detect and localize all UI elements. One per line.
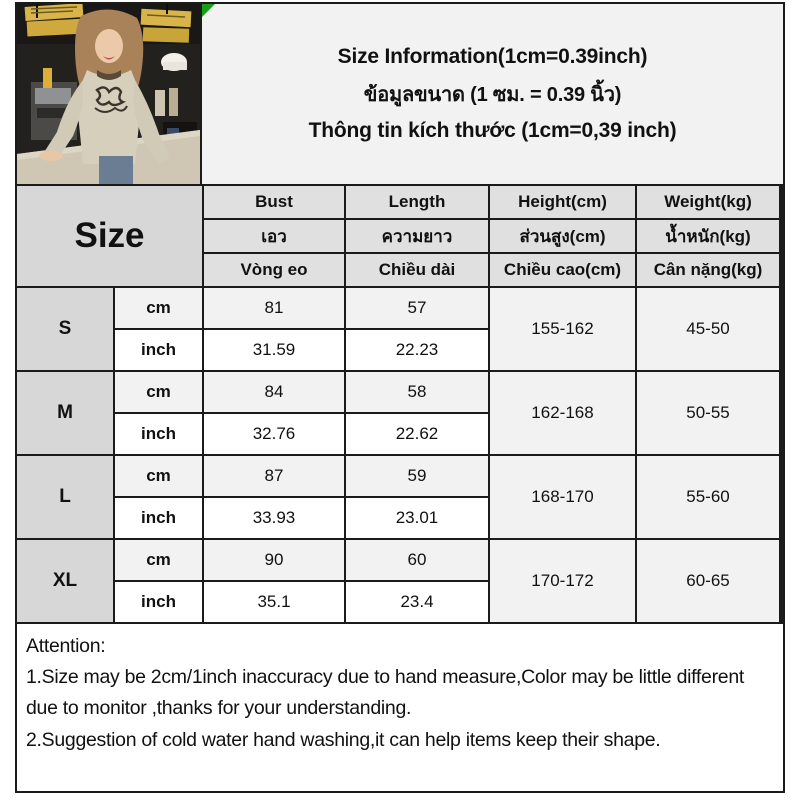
title-thai: ข้อมูลขนาด (1 ซม. = 0.39 นิ้ว) (363, 84, 622, 106)
height-range: 168-170 (490, 456, 635, 538)
header-bust-en: Bust (204, 186, 344, 218)
height-range: 170-172 (490, 540, 635, 622)
header-height-en: Height(cm) (490, 186, 635, 218)
unit-inch-label: inch (115, 498, 202, 538)
table-row-s: S cm 81 57 155-162 45-50 inch 31.59 22.2… (17, 288, 783, 370)
corner-flag-icon (202, 4, 215, 17)
header-weight-en: Weight(kg) (637, 186, 779, 218)
unit-cm-label: cm (115, 456, 202, 496)
title-block: Size Information(1cm=0.39inch) ข้อมูลขนา… (202, 4, 783, 184)
bust-inch-value: 31.59 (204, 330, 344, 370)
product-photo (17, 4, 200, 184)
table-row-l: L cm 87 59 168-170 55-60 inch 33.93 23.0… (17, 456, 783, 538)
product-photo-illustration (17, 4, 200, 184)
header-weight-th: น้ำหนัก(kg) (637, 220, 779, 252)
bust-cm-value: 87 (204, 456, 344, 496)
top-section: Size Information(1cm=0.39inch) ข้อมูลขนา… (17, 4, 783, 184)
length-inch-value: 23.01 (346, 498, 488, 538)
bust-cm-value: 81 (204, 288, 344, 328)
length-cm-value: 60 (346, 540, 488, 580)
header-bust-vi: Vòng eo (204, 254, 344, 286)
attention-notes: Attention: 1.Size may be 2cm/1inch inacc… (17, 624, 783, 791)
size-chart-sheet: Size Information(1cm=0.39inch) ข้อมูลขนา… (15, 2, 785, 793)
unit-inch-label: inch (115, 582, 202, 622)
bust-cm-value: 84 (204, 372, 344, 412)
bust-cm-value: 90 (204, 540, 344, 580)
attention-heading: Attention: (26, 635, 106, 657)
height-range: 162-168 (490, 372, 635, 454)
unit-cm-label: cm (115, 372, 202, 412)
unit-inch-label: inch (115, 330, 202, 370)
attention-note-1: 1.Size may be 2cm/1inch inaccuracy due t… (26, 666, 744, 720)
length-cm-value: 58 (346, 372, 488, 412)
header-height-vi: Chiều cao(cm) (490, 254, 635, 286)
header-weight-vi: Cân nặng(kg) (637, 254, 779, 286)
weight-range: 60-65 (637, 540, 779, 622)
size-label: S (17, 288, 113, 370)
length-inch-value: 23.4 (346, 582, 488, 622)
unit-cm-label: cm (115, 288, 202, 328)
size-label: M (17, 372, 113, 454)
title-vietnamese: Thông tin kích thước (1cm=0,39 inch) (308, 119, 677, 142)
length-inch-value: 22.62 (346, 414, 488, 454)
unit-cm-label: cm (115, 540, 202, 580)
title-english: Size Information(1cm=0.39inch) (337, 45, 648, 68)
bust-inch-value: 33.93 (204, 498, 344, 538)
size-label: XL (17, 540, 113, 622)
table-row-xl: XL cm 90 60 170-172 60-65 inch 35.1 23.4 (17, 540, 783, 622)
weight-range: 50-55 (637, 372, 779, 454)
header-length-vi: Chiều dài (346, 254, 488, 286)
length-inch-value: 22.23 (346, 330, 488, 370)
bust-inch-value: 32.76 (204, 414, 344, 454)
attention-note-2: 2.Suggestion of cold water hand washing,… (26, 728, 661, 751)
height-range: 155-162 (490, 288, 635, 370)
size-label: L (17, 456, 113, 538)
length-cm-value: 57 (346, 288, 488, 328)
table-row-m: M cm 84 58 162-168 50-55 inch 32.76 22.6… (17, 372, 783, 454)
length-cm-value: 59 (346, 456, 488, 496)
bust-inch-value: 35.1 (204, 582, 344, 622)
header-length-th: ความยาว (346, 220, 488, 252)
size-header-cell: Size (17, 186, 202, 286)
header-height-th: ส่วนสูง(cm) (490, 220, 635, 252)
header-bust-th: เอว (204, 220, 344, 252)
table-header: Size Bust Length Height(cm) Weight(kg) เ… (17, 186, 783, 286)
weight-range: 55-60 (637, 456, 779, 538)
weight-range: 45-50 (637, 288, 779, 370)
header-length-en: Length (346, 186, 488, 218)
unit-inch-label: inch (115, 414, 202, 454)
